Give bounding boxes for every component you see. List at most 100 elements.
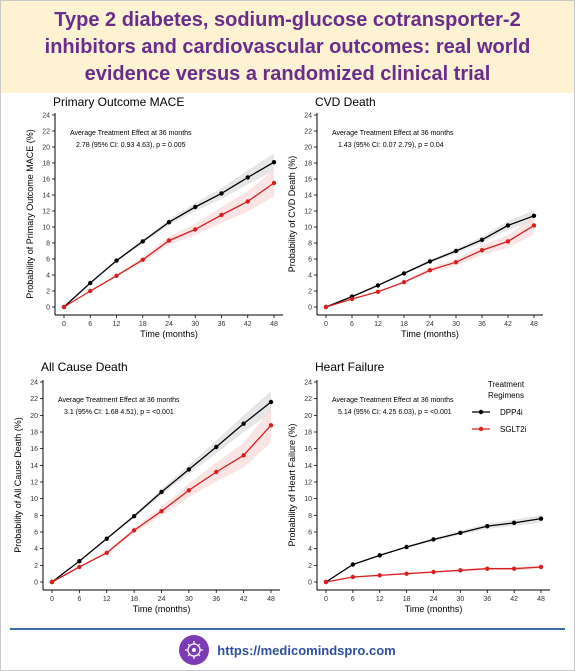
y-tick-label: 22 xyxy=(42,129,50,136)
data-point-dpp4i xyxy=(114,258,119,263)
data-point-sglt2i xyxy=(241,453,246,458)
data-point-sglt2i xyxy=(427,268,433,273)
x-tick-label: 6 xyxy=(351,596,355,603)
x-tick-label: 0 xyxy=(324,596,328,603)
data-point-dpp4i xyxy=(485,523,490,529)
y-tick-label: 20 xyxy=(42,145,50,152)
y-tick-label: 12 xyxy=(304,209,312,216)
y-axis-label: Probability of Heart Failure (%) xyxy=(287,423,297,546)
data-point-sglt2i xyxy=(350,574,356,580)
chart-title: Primary Outcome MACE xyxy=(53,95,184,109)
data-point-dpp4i xyxy=(404,544,409,550)
y-tick-label: 0 xyxy=(308,580,312,587)
y-axis-label: Probability of All Cause Death (%) xyxy=(13,417,23,553)
y-tick-label: 20 xyxy=(304,413,312,420)
annotation-line-2: 2.78 (95% CI: 0.93 4.63), p = 0.005 xyxy=(76,142,186,149)
x-tick-label: 24 xyxy=(158,596,166,603)
y-tick-label: 8 xyxy=(308,513,312,520)
y-tick-label: 22 xyxy=(304,129,312,136)
series-line-sglt2i xyxy=(325,566,542,583)
x-tick-label: 12 xyxy=(374,321,382,328)
legend-swatch-point xyxy=(478,409,484,415)
data-point-dpp4i xyxy=(479,237,485,242)
data-point-sglt2i xyxy=(131,528,137,533)
x-tick-label: 6 xyxy=(88,321,92,328)
data-point-sglt2i xyxy=(104,550,109,556)
data-point-sglt2i xyxy=(271,180,277,186)
y-tick-label: 14 xyxy=(304,193,312,200)
data-point-sglt2i xyxy=(186,488,192,493)
y-tick-label: 2 xyxy=(46,289,50,296)
y-tick-label: 14 xyxy=(42,193,50,200)
data-point-sglt2i xyxy=(268,423,274,428)
legend: Treatment Regimens DPP4i SGLT2i xyxy=(472,380,527,434)
y-tick-label: 6 xyxy=(308,530,312,537)
y-tick-label: 2 xyxy=(308,563,312,570)
data-point-dpp4i xyxy=(104,536,109,541)
annotation-line-1: Average Treatment Effect at 36 months xyxy=(70,130,192,137)
data-point-sglt2i xyxy=(193,227,198,232)
data-point-dpp4i xyxy=(511,520,517,526)
y-tick-label: 10 xyxy=(30,496,38,503)
y-tick-label: 6 xyxy=(34,530,38,537)
y-tick-label: 14 xyxy=(304,463,312,470)
y-tick-label: 10 xyxy=(304,496,312,503)
data-point-sglt2i xyxy=(453,260,459,265)
legend-entry-label: DPP4i xyxy=(500,408,523,417)
x-tick-label: 12 xyxy=(376,596,384,603)
x-tick-label: 0 xyxy=(324,321,328,328)
y-tick-label: 12 xyxy=(304,480,312,487)
data-point-dpp4i xyxy=(186,467,192,472)
y-tick-label: 18 xyxy=(304,430,312,437)
x-tick-label: 6 xyxy=(350,321,354,328)
data-point-sglt2i xyxy=(159,508,164,514)
chart-title: All Cause Death xyxy=(41,360,128,374)
x-tick-label: 30 xyxy=(185,596,193,603)
chart-title: CVD Death xyxy=(315,95,376,109)
confidence-band-dpp4i xyxy=(64,153,274,307)
annotation-line-1: Average Treatment Effect at 36 months xyxy=(332,397,454,404)
x-tick-label: 36 xyxy=(483,596,491,603)
data-point-dpp4i xyxy=(531,213,537,218)
data-point-dpp4i xyxy=(140,239,145,244)
x-tick-label: 48 xyxy=(537,596,545,603)
data-point-dpp4i xyxy=(377,553,382,558)
data-point-sglt2i xyxy=(479,248,485,253)
y-tick-label: 20 xyxy=(30,413,38,420)
data-point-sglt2i xyxy=(505,239,511,244)
x-axis-label: Time (months) xyxy=(140,329,198,339)
y-tick-label: 22 xyxy=(304,396,312,403)
y-tick-label: 16 xyxy=(304,446,312,453)
data-point-sglt2i xyxy=(245,199,250,204)
data-point-dpp4i xyxy=(214,444,219,450)
y-tick-label: 4 xyxy=(34,546,38,553)
title-banner: Type 2 diabetes, sodium-glucose cotransp… xyxy=(1,1,574,93)
x-tick-label: 30 xyxy=(456,596,464,603)
x-tick-label: 30 xyxy=(452,321,460,328)
data-point-sglt2i xyxy=(77,564,82,570)
x-tick-label: 18 xyxy=(139,321,147,328)
y-tick-label: 10 xyxy=(42,225,50,232)
data-point-dpp4i xyxy=(193,204,198,210)
data-point-sglt2i xyxy=(401,280,407,285)
x-tick-label: 12 xyxy=(103,596,111,603)
y-tick-label: 14 xyxy=(30,463,38,470)
data-point-sglt2i xyxy=(323,579,329,585)
data-point-sglt2i xyxy=(404,571,409,576)
annotation-line-1: Average Treatment Effect at 36 months xyxy=(332,130,454,137)
x-tick-label: 18 xyxy=(403,596,411,603)
data-point-sglt2i xyxy=(349,296,355,302)
footer-url-link[interactable]: https://medicomindspro.com xyxy=(217,642,396,658)
data-point-sglt2i xyxy=(538,564,544,570)
data-point-sglt2i xyxy=(375,289,381,294)
chart-title: Heart Failure xyxy=(315,360,385,374)
y-tick-label: 24 xyxy=(304,380,312,387)
x-axis-label: Time (months) xyxy=(405,604,463,614)
x-tick-label: 48 xyxy=(530,321,538,328)
data-point-sglt2i xyxy=(531,223,537,228)
data-point-sglt2i xyxy=(49,579,55,585)
x-tick-label: 42 xyxy=(244,321,252,328)
